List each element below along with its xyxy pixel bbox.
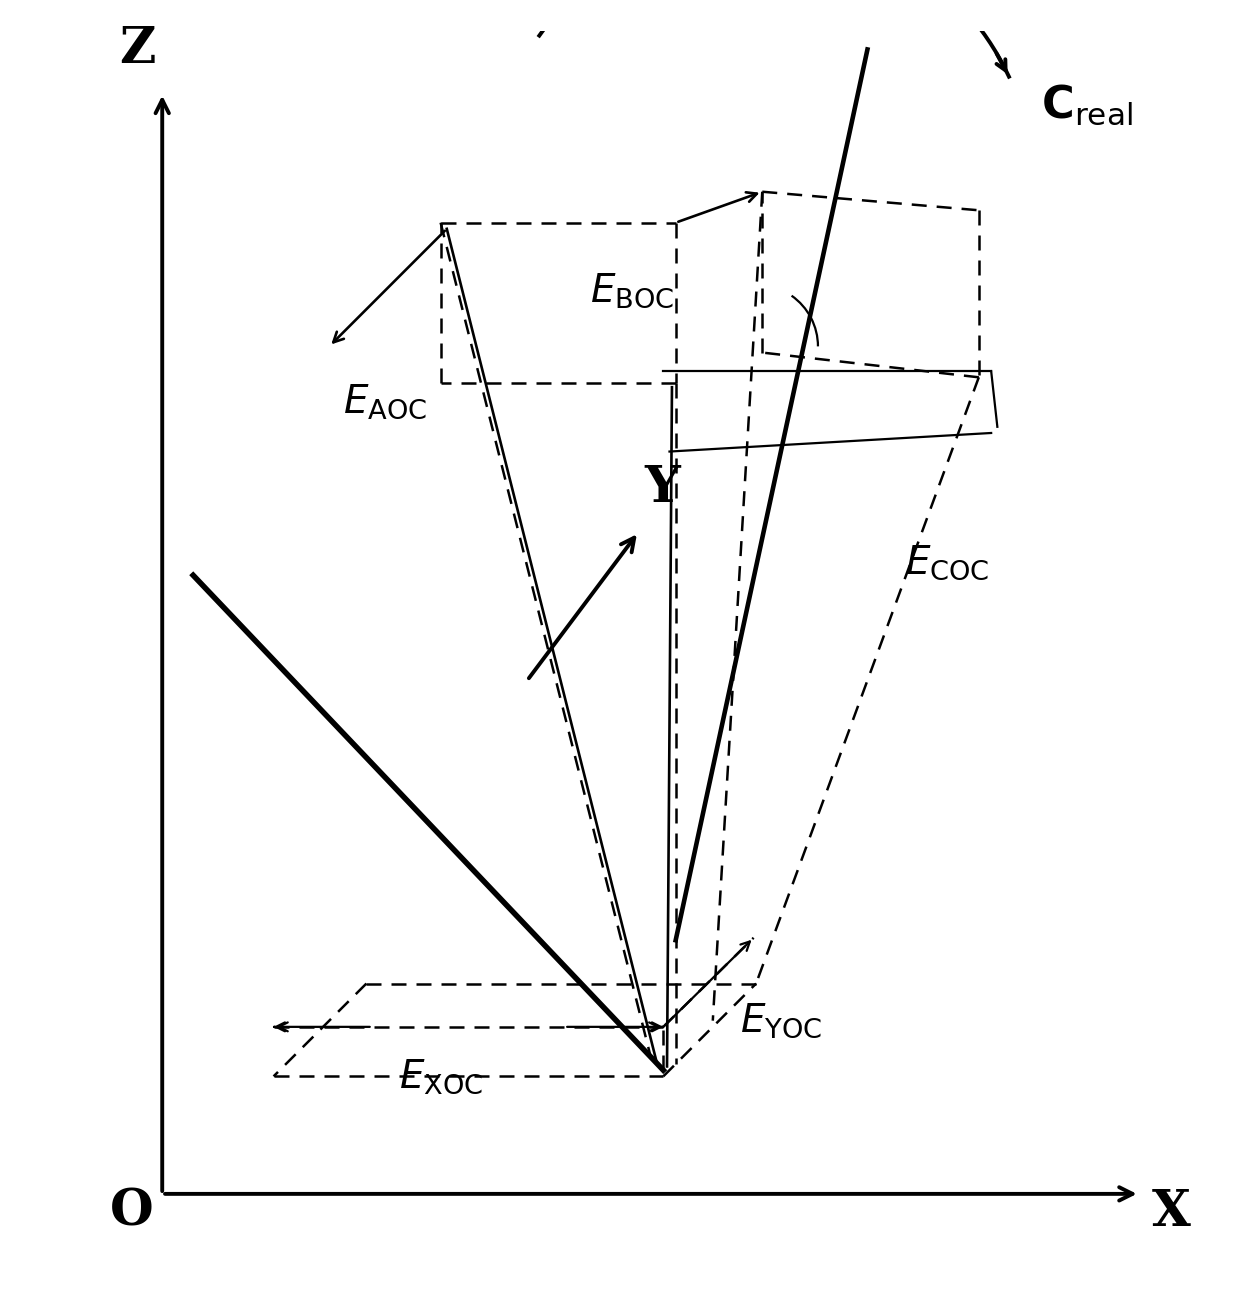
Text: $\mathit{E}_{\mathrm{AOC}}$: $\mathit{E}_{\mathrm{AOC}}$ (343, 383, 427, 421)
Text: X: X (1152, 1189, 1190, 1237)
Text: Y: Y (645, 465, 681, 513)
Text: $\mathit{E}_{\mathrm{YOC}}$: $\mathit{E}_{\mathrm{YOC}}$ (740, 1002, 822, 1040)
Text: $\mathit{E}_{\mathrm{BOC}}$: $\mathit{E}_{\mathrm{BOC}}$ (590, 271, 675, 310)
Text: $\mathit{E}_{\mathrm{COC}}$: $\mathit{E}_{\mathrm{COC}}$ (904, 543, 990, 582)
Text: O: O (109, 1189, 153, 1237)
Text: $\mathbf{C}_{\mathrm{real}}$: $\mathbf{C}_{\mathrm{real}}$ (1040, 83, 1132, 127)
Text: Z: Z (119, 25, 156, 74)
Text: $\mathit{E}_{\mathrm{XOC}}$: $\mathit{E}_{\mathrm{XOC}}$ (398, 1057, 482, 1095)
